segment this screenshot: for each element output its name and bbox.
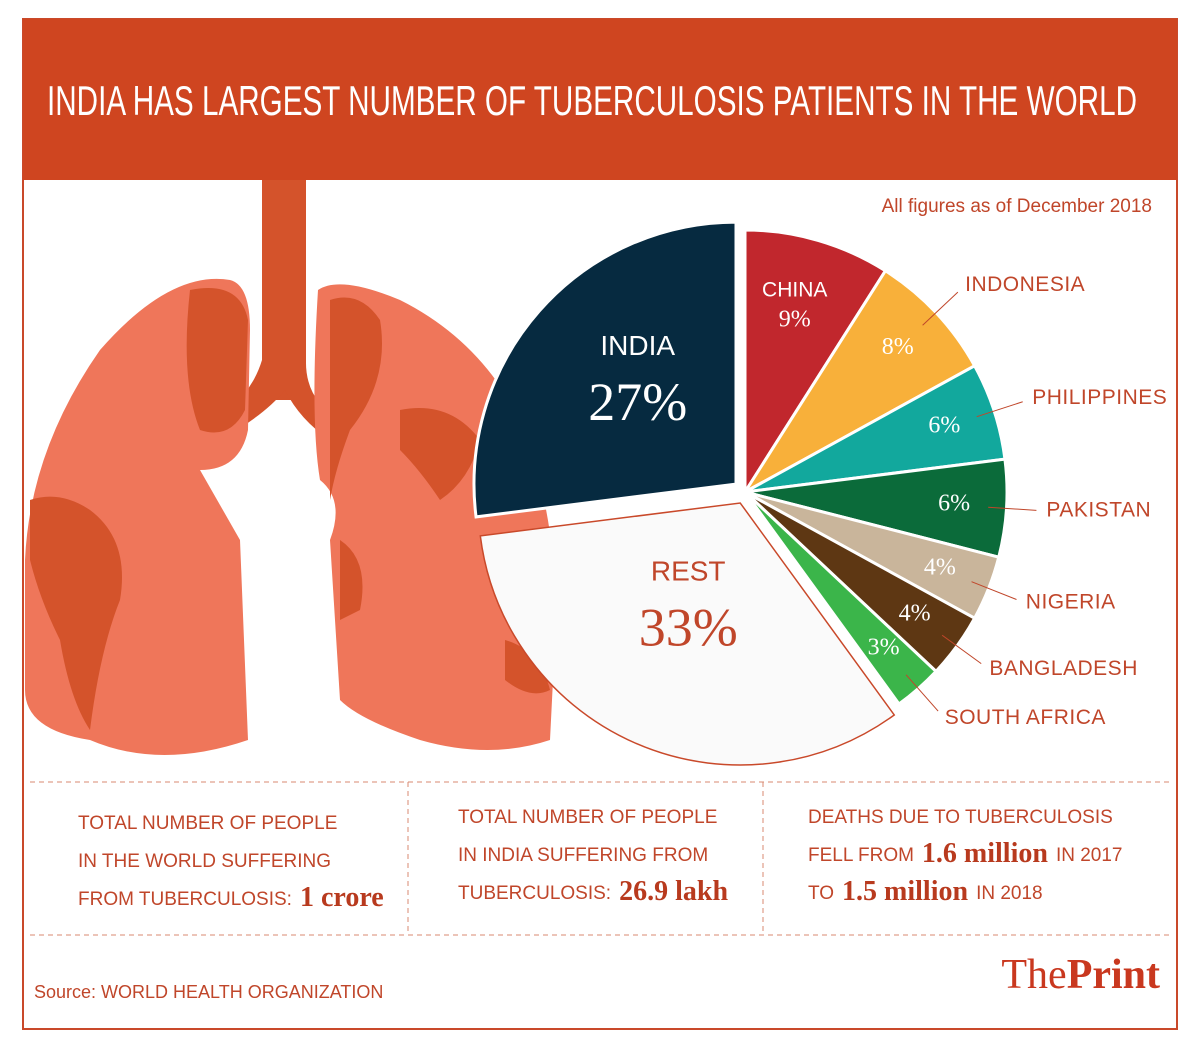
pie: CHINA 9% 8% INDONESIA 6% PHILIPPINES 6% PAKISTA…	[472, 220, 1167, 766]
stat-text: IN INDIA SUFFERING FROM	[458, 845, 708, 866]
leader-line	[988, 506, 1037, 511]
pie-slice	[472, 220, 738, 519]
value-label: 8%	[882, 334, 914, 360]
stats-panel	[30, 781, 1170, 936]
stat-highlight: 26.9 lakh	[619, 876, 728, 907]
value-label: 4%	[899, 601, 931, 627]
value-label: 3%	[868, 635, 900, 661]
brand-logo: ThePrint	[1001, 952, 1160, 998]
stat-highlight: 1.6 million	[922, 838, 1048, 869]
chart-subtitle: All figures as of December 2018	[882, 196, 1152, 217]
slice-name: SOUTH AFRICA	[945, 706, 1106, 729]
lungs-illustration	[25, 180, 556, 755]
stat-line: TOTAL NUMBER OF PEOPLE	[458, 807, 717, 828]
value-label: 6%	[938, 491, 970, 517]
slice-name: PHILIPPINES	[1032, 386, 1167, 409]
leader-line	[971, 581, 1017, 600]
stat-text: DEATHS DUE TO TUBERCULOSIS	[808, 807, 1113, 828]
value-label: 33%	[639, 598, 738, 658]
stat-text: TOTAL NUMBER OF PEOPLE	[78, 813, 337, 834]
stat-line: TUBERCULOSIS: 26.9 lakh	[458, 876, 728, 907]
stat-line: TO 1.5 million IN 2018	[808, 876, 1043, 907]
source-note: Source: WORLD HEALTH ORGANIZATION	[34, 982, 383, 1002]
stats: TOTAL NUMBER OF PEOPLE IN THE WORLD SUFFE…	[78, 807, 1122, 913]
brand-first: The	[1001, 952, 1066, 998]
stat-text: TOTAL NUMBER OF PEOPLE	[458, 807, 717, 828]
stat-highlight: 1 crore	[300, 882, 384, 913]
stat-line: FELL FROM 1.6 million IN 2017	[808, 838, 1122, 869]
leader-line	[976, 401, 1023, 418]
stat-line: DEATHS DUE TO TUBERCULOSIS	[808, 807, 1113, 828]
value-label: 6%	[928, 413, 960, 439]
stat-text: TO	[808, 883, 834, 904]
value-label: 27%	[588, 372, 687, 432]
stat-text: IN 2017	[1056, 845, 1123, 866]
leader-line	[905, 674, 939, 712]
chart-title: INDIA HAS LARGEST NUMBER OF TUBERCULOSIS…	[47, 77, 1137, 124]
slice-name: PAKISTAN	[1046, 499, 1151, 522]
slice-name: CHINA	[762, 278, 827, 301]
value-label: 9%	[779, 306, 811, 332]
slice-name: INDIA	[600, 330, 675, 361]
slice-name: BANGLADESH	[989, 657, 1138, 680]
stat-line: TOTAL NUMBER OF PEOPLE	[78, 813, 337, 834]
leader-line	[941, 634, 982, 665]
stat-text: TUBERCULOSIS:	[458, 883, 611, 904]
stat-line: IN THE WORLD SUFFERING	[78, 851, 331, 872]
stat-text: FELL FROM	[808, 845, 914, 866]
slice-name: REST	[651, 556, 726, 587]
leader-line	[922, 291, 959, 326]
slice-name: INDONESIA	[965, 273, 1085, 296]
pie-slice	[479, 502, 896, 766]
stat-text: IN THE WORLD SUFFERING	[78, 851, 331, 872]
stat-line: FROM TUBERCULOSIS: 1 crore	[78, 882, 384, 913]
brand-second: Print	[1067, 952, 1160, 998]
stat-line: IN INDIA SUFFERING FROM	[458, 845, 708, 866]
stat-text: IN 2018	[976, 883, 1043, 904]
header-band	[23, 19, 1177, 180]
pie-slice	[743, 228, 888, 498]
stat-highlight: 1.5 million	[842, 876, 968, 907]
stat-text: FROM TUBERCULOSIS:	[78, 889, 292, 910]
slice-name: NIGERIA	[1026, 591, 1116, 614]
value-label: 4%	[924, 555, 956, 581]
